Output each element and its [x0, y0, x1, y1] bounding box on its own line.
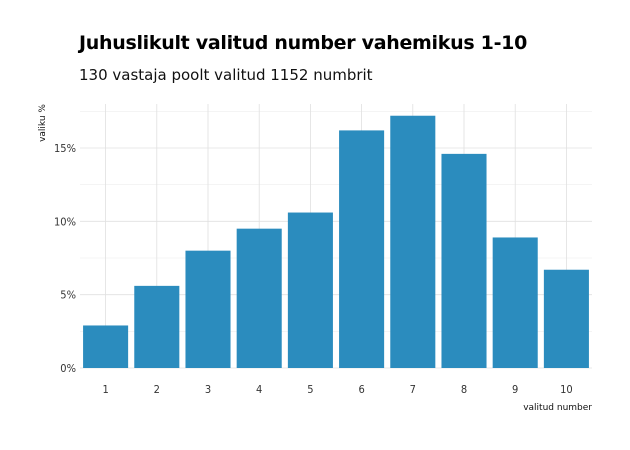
x-tick-label: 2 — [154, 383, 160, 396]
x-tick-label: 6 — [358, 383, 364, 396]
x-tick-label: 9 — [512, 383, 518, 396]
bar-6 — [339, 130, 385, 368]
chart-title: Juhuslikult valitud number vahemikus 1-1… — [79, 32, 527, 54]
x-tick-label: 1 — [102, 383, 108, 396]
x-tick-label: 3 — [205, 383, 211, 396]
chart-subtitle: 130 vastaja poolt valitud 1152 numbrit — [79, 66, 373, 84]
bar-10 — [543, 269, 589, 368]
y-tick-label: 0% — [60, 362, 76, 375]
x-tick-label: 4 — [256, 383, 262, 396]
y-tick-label: 5% — [60, 289, 76, 302]
y-axis-label: valiku % — [38, 104, 48, 142]
bar-7 — [390, 115, 436, 368]
x-tick-label: 7 — [410, 383, 416, 396]
bar-4 — [236, 228, 282, 368]
x-tick-label: 10 — [560, 383, 573, 396]
bar-5 — [287, 212, 333, 368]
bar-8 — [441, 153, 487, 368]
bar-2 — [134, 285, 180, 368]
bar-1 — [83, 325, 129, 368]
bar-9 — [492, 237, 538, 368]
bar-3 — [185, 250, 231, 368]
y-tick-label: 15% — [54, 142, 76, 155]
y-tick-label: 10% — [54, 215, 76, 228]
x-axis-label: valitud number — [523, 403, 592, 413]
x-tick-label: 8 — [461, 383, 467, 396]
x-tick-label: 5 — [307, 383, 313, 396]
